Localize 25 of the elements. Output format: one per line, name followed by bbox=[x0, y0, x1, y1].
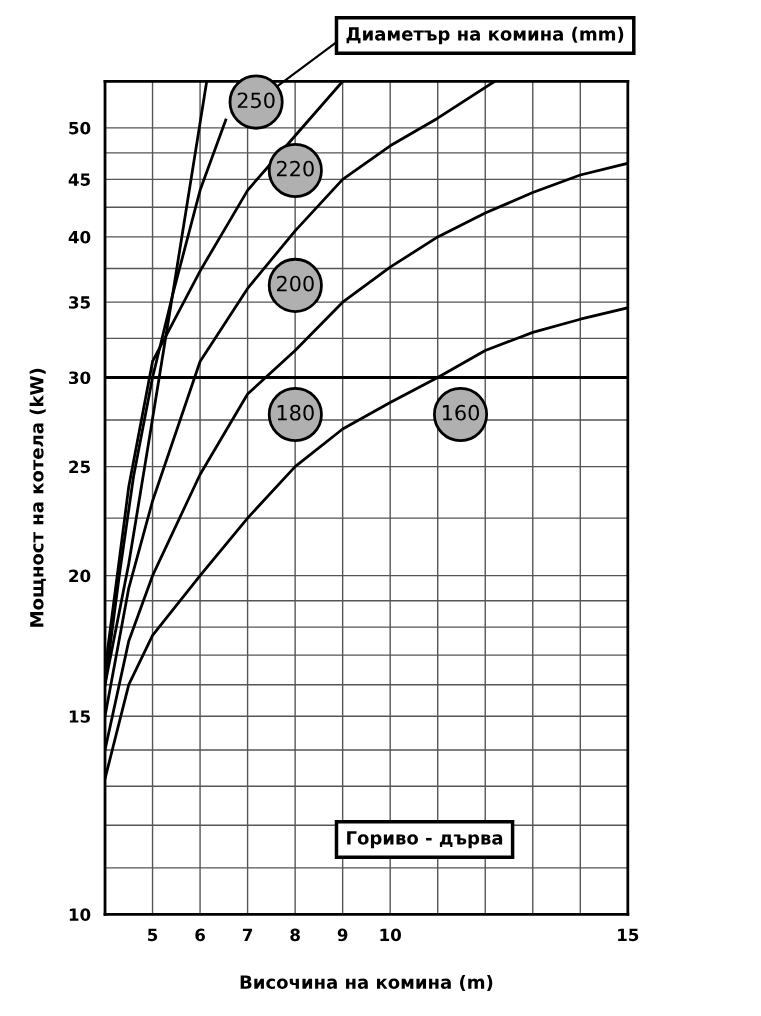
x-axis-title: Височина на комина (m) bbox=[240, 974, 493, 992]
y-tick-label: 45 bbox=[68, 173, 90, 186]
x-tick-label: 7 bbox=[242, 928, 253, 941]
x-tick-label: 8 bbox=[290, 928, 300, 942]
y-tick-label: 40 bbox=[68, 230, 91, 244]
annotation: 160 bbox=[442, 404, 480, 421]
y-tick-label: 25 bbox=[69, 460, 90, 474]
y-tick-label: 15 bbox=[69, 710, 90, 723]
annotation: 200 bbox=[276, 275, 314, 292]
annotation: Гориво - дърва bbox=[347, 831, 503, 849]
x-tick-label: 10 bbox=[380, 928, 401, 942]
text: Диаметър на комина (mm) bbox=[346, 26, 624, 45]
y-tick-label: 20 bbox=[69, 569, 91, 583]
x-tick-label: 5 bbox=[148, 928, 158, 942]
y-tick-label: 30 bbox=[69, 371, 91, 385]
x-tick-label: 9 bbox=[337, 928, 348, 942]
x-tick-label: 15 bbox=[618, 928, 639, 942]
y-tick-label: 35 bbox=[69, 296, 90, 309]
x-tick-label: 6 bbox=[195, 928, 205, 942]
annotation: 180 bbox=[277, 404, 314, 421]
annotation: 250 bbox=[237, 92, 275, 109]
y-tick-label: 50 bbox=[69, 121, 91, 135]
y-tick-label: 10 bbox=[69, 908, 91, 921]
annotation: 220 bbox=[276, 160, 314, 177]
y-axis-title: Мощност на котела (kW) bbox=[29, 368, 46, 627]
